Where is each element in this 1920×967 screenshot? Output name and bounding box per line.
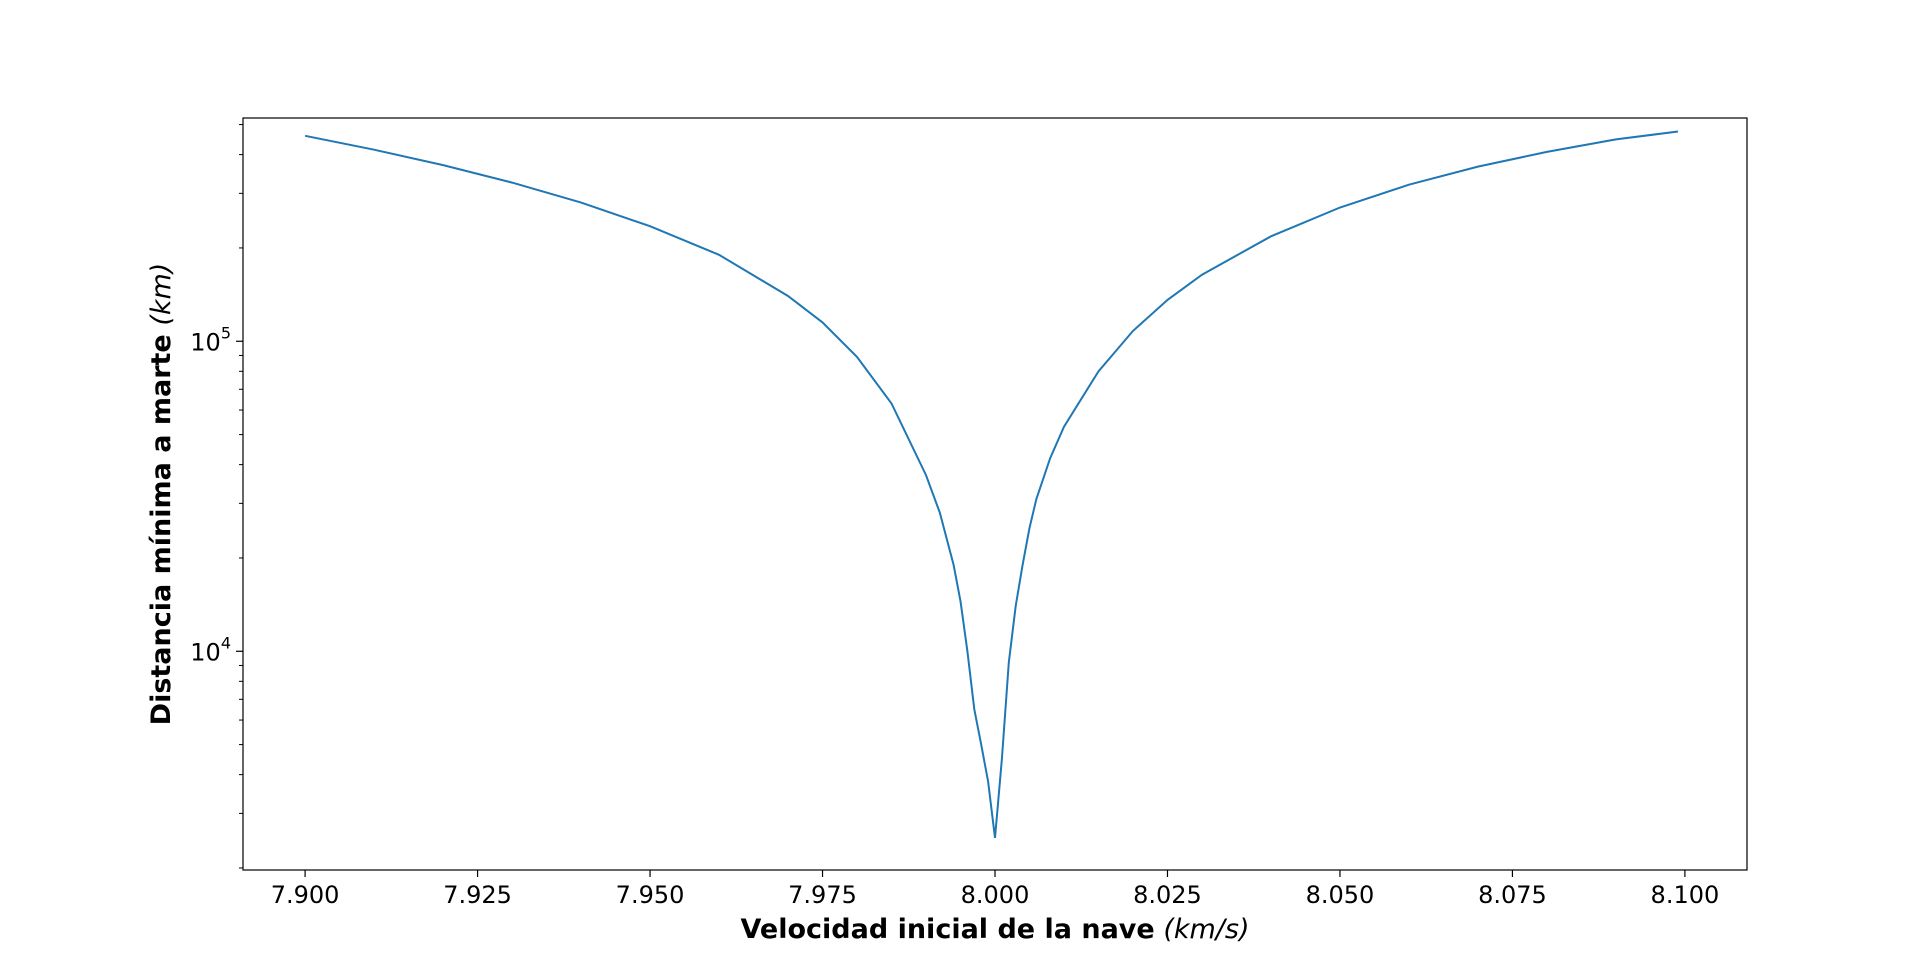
y-axis-label: Distancia mínima a marte (km) — [146, 263, 177, 726]
x-axis-ticks: 7.900 7.925 7.950 7.975 8.000 8.025 8.050 8.075… — [271, 870, 1720, 909]
x-tick-label: 8.075 — [1478, 881, 1547, 909]
x-axis-label: Velocidad inicial de la nave (km/s) — [741, 914, 1250, 945]
y-tick-label-exponent: 4 — [221, 633, 231, 652]
y-tick-label-base: 10 — [190, 638, 221, 666]
x-tick-label: 8.025 — [1133, 881, 1202, 909]
y-axis-label-unit: (km) — [146, 263, 177, 326]
x-tick-label: 7.925 — [443, 881, 512, 909]
x-tick-label: 7.975 — [788, 881, 857, 909]
y-tick-label: 104 — [190, 633, 231, 666]
y-axis-label-text: Distancia mínima a marte — [146, 334, 177, 725]
x-tick-label: 8.100 — [1651, 881, 1720, 909]
series-line — [304, 130, 1679, 839]
x-axis-label-text: Velocidad inicial de la nave — [741, 914, 1155, 945]
x-axis-label-unit: (km/s) — [1163, 914, 1249, 945]
y-tick-label-exponent: 5 — [221, 323, 231, 342]
x-tick-label: 7.900 — [271, 881, 340, 909]
y-tick-label: 105 — [190, 323, 231, 356]
x-tick-label: 8.050 — [1306, 881, 1375, 909]
plot-frame — [242, 117, 1748, 871]
plot-background — [243, 118, 1747, 870]
x-tick-label: 7.950 — [616, 881, 685, 909]
y-tick-label-base: 10 — [190, 328, 221, 356]
x-tick-label: 8.000 — [961, 881, 1030, 909]
